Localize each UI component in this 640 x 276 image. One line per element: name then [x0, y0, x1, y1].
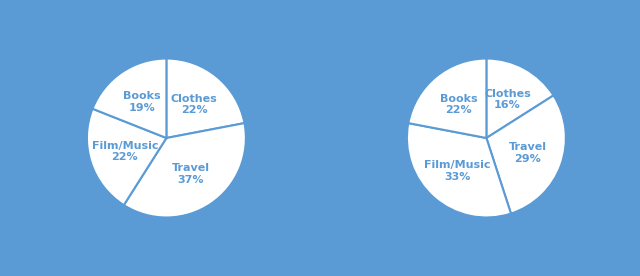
- Text: Clothes
16%: Clothes 16%: [484, 89, 531, 110]
- Text: Film/Music
33%: Film/Music 33%: [424, 160, 491, 182]
- Text: Travel
29%: Travel 29%: [509, 142, 547, 164]
- Wedge shape: [166, 59, 244, 138]
- Wedge shape: [408, 59, 486, 138]
- Text: Books
19%: Books 19%: [123, 91, 161, 113]
- Text: Books
22%: Books 22%: [440, 94, 477, 115]
- Wedge shape: [407, 123, 511, 217]
- Wedge shape: [87, 109, 166, 205]
- Wedge shape: [486, 95, 566, 214]
- Wedge shape: [124, 123, 246, 217]
- Wedge shape: [486, 59, 554, 138]
- Wedge shape: [93, 59, 166, 138]
- Text: Travel
37%: Travel 37%: [172, 163, 210, 185]
- Title: 2003: 2003: [141, 0, 191, 4]
- Title: 2013: 2013: [461, 0, 511, 4]
- Text: Clothes
22%: Clothes 22%: [171, 94, 218, 115]
- Text: Film/Music
22%: Film/Music 22%: [92, 141, 158, 162]
